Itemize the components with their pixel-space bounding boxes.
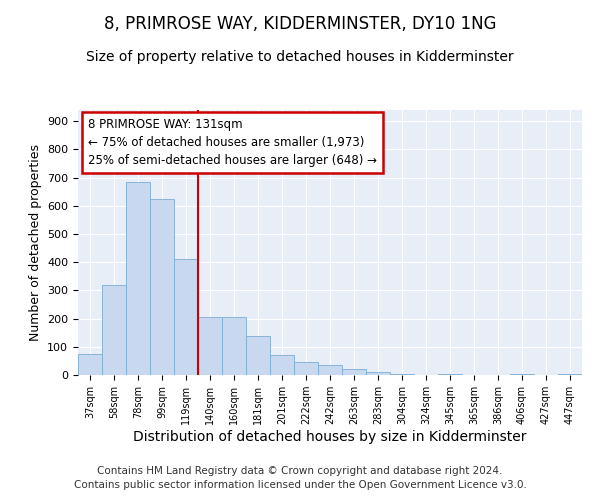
Bar xyxy=(558,374,582,375)
Bar xyxy=(102,285,126,375)
Bar xyxy=(126,182,150,375)
X-axis label: Distribution of detached houses by size in Kidderminster: Distribution of detached houses by size … xyxy=(133,430,527,444)
Bar xyxy=(78,354,102,375)
Bar xyxy=(270,356,294,375)
Bar xyxy=(222,317,246,375)
Text: 8, PRIMROSE WAY, KIDDERMINSTER, DY10 1NG: 8, PRIMROSE WAY, KIDDERMINSTER, DY10 1NG xyxy=(104,15,496,33)
Bar xyxy=(150,199,174,375)
Bar xyxy=(390,374,414,375)
Text: 8 PRIMROSE WAY: 131sqm
← 75% of detached houses are smaller (1,973)
25% of semi-: 8 PRIMROSE WAY: 131sqm ← 75% of detached… xyxy=(88,118,377,167)
Bar xyxy=(438,374,462,375)
Bar xyxy=(342,370,366,375)
Bar xyxy=(294,362,318,375)
Bar xyxy=(366,372,390,375)
Bar xyxy=(510,374,534,375)
Bar xyxy=(318,365,342,375)
Text: Size of property relative to detached houses in Kidderminster: Size of property relative to detached ho… xyxy=(86,50,514,64)
Bar xyxy=(246,336,270,375)
Bar xyxy=(198,317,222,375)
Y-axis label: Number of detached properties: Number of detached properties xyxy=(29,144,41,341)
Text: Contains HM Land Registry data © Crown copyright and database right 2024.
Contai: Contains HM Land Registry data © Crown c… xyxy=(74,466,526,490)
Bar xyxy=(174,260,198,375)
